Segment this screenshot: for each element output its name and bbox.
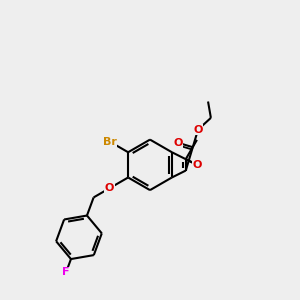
Text: O: O bbox=[173, 138, 183, 148]
Text: O: O bbox=[105, 183, 114, 193]
Text: O: O bbox=[194, 124, 203, 135]
Text: O: O bbox=[193, 160, 202, 170]
Text: F: F bbox=[62, 267, 70, 278]
Text: Br: Br bbox=[103, 136, 116, 146]
